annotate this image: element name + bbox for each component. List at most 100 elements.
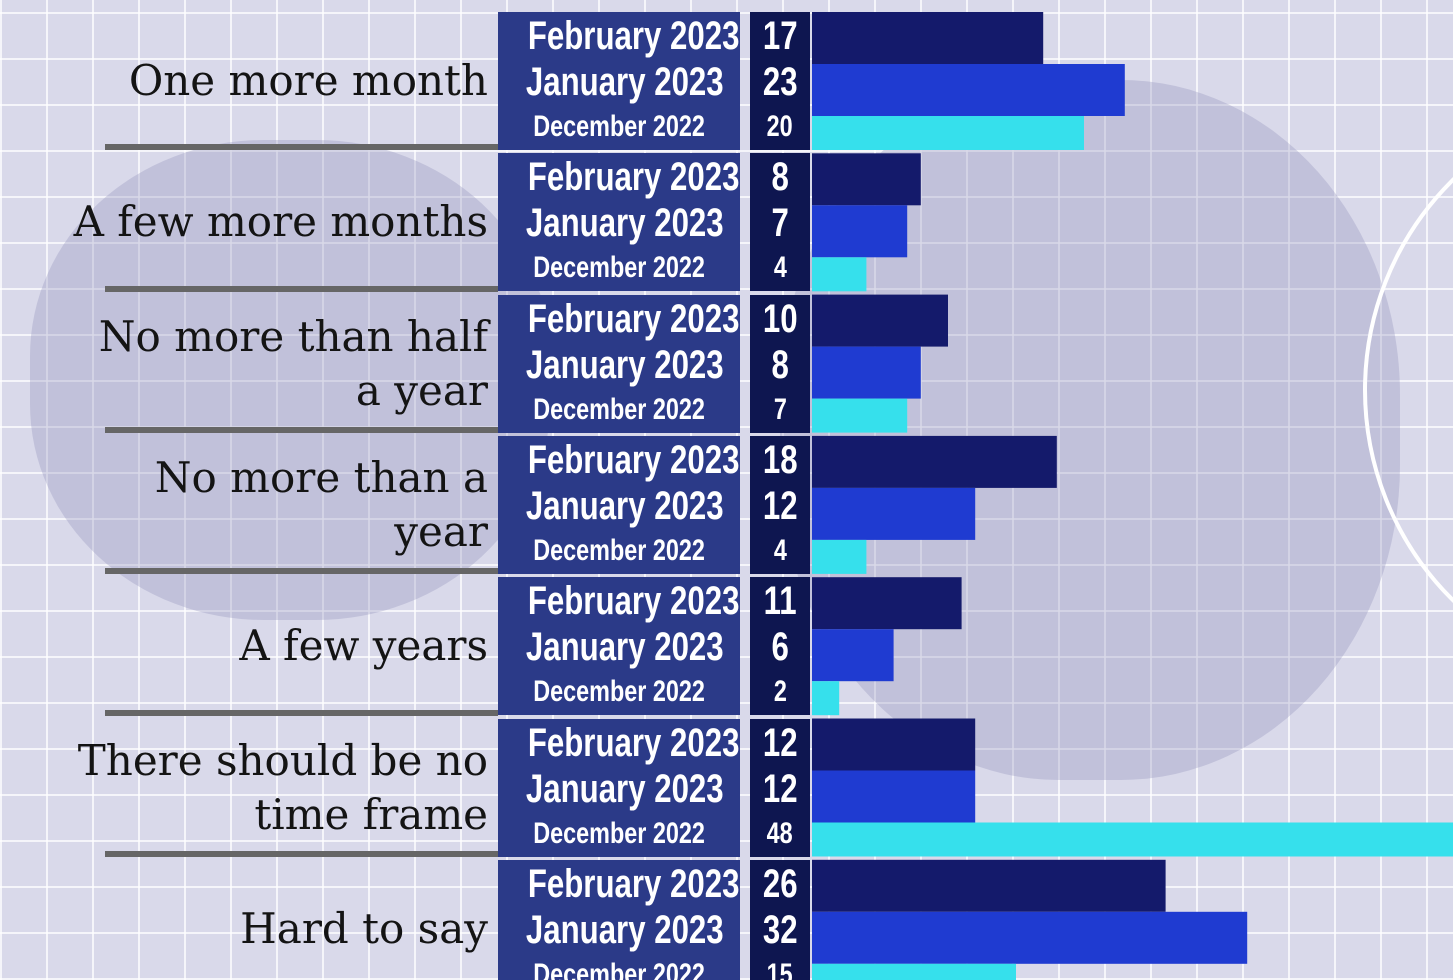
text: February 2023 — [527, 155, 740, 200]
bar — [812, 629, 894, 682]
text: 4 — [773, 533, 787, 567]
category-label: No more than half a year — [10, 295, 488, 433]
value-box: 26 32 15 — [750, 859, 810, 980]
text: 12 — [762, 766, 798, 811]
text: December 2022 — [533, 251, 705, 285]
text: 18 — [762, 437, 798, 482]
category-text: No more than half a year — [98, 311, 488, 415]
series-label: January 2023 — [498, 60, 740, 104]
bar — [812, 963, 1016, 980]
text: February 2023 — [527, 579, 740, 624]
bar — [812, 435, 1057, 488]
text: December 2022 — [533, 392, 705, 426]
series-label: January 2023 — [498, 484, 740, 528]
text: February 2023 — [527, 861, 740, 906]
text: 15 — [766, 957, 794, 980]
category-label: One more month — [10, 12, 488, 150]
value-box: 11 6 2 — [750, 577, 810, 716]
bar — [812, 718, 976, 771]
value-label: 2 — [750, 675, 810, 709]
series-label: February 2023 — [498, 14, 740, 58]
bar — [812, 116, 1084, 150]
series-label-box: February 2023 January 2023 December 2022 — [498, 577, 740, 716]
series-label: January 2023 — [498, 767, 740, 811]
category-label: Hard to say — [10, 860, 488, 980]
separator — [105, 144, 498, 151]
text: 2 — [773, 675, 787, 709]
text: 23 — [762, 60, 798, 104]
value-box: 12 12 48 — [750, 718, 810, 857]
series-label: February 2023 — [498, 862, 740, 906]
text: February 2023 — [527, 437, 740, 482]
category-text: No more than a year — [154, 452, 488, 556]
value-label: 12 — [750, 767, 810, 811]
value-label: 17 — [750, 14, 810, 58]
category-label: There should be no time frame — [10, 719, 488, 857]
bar — [812, 911, 1248, 964]
series-label-box: February 2023 January 2023 December 2022 — [498, 435, 740, 574]
category-label: No more than a year — [10, 436, 488, 574]
value-label: 32 — [750, 908, 810, 952]
text: 12 — [762, 483, 798, 528]
bar — [812, 539, 867, 574]
value-label: 8 — [750, 343, 810, 387]
category-text: A few more months — [73, 197, 488, 247]
series-label: December 2022 — [498, 817, 740, 851]
text: January 2023 — [525, 907, 724, 952]
series-label: December 2022 — [498, 110, 740, 144]
text: December 2022 — [533, 957, 705, 980]
category-label: A few years — [10, 577, 488, 715]
series-label: January 2023 — [498, 625, 740, 669]
series-label-box: February 2023 January 2023 December 2022 — [498, 153, 740, 292]
decor-circle — [1363, 177, 1453, 603]
text: January 2023 — [525, 625, 724, 670]
text: 17 — [762, 14, 798, 58]
text: February 2023 — [527, 296, 740, 341]
text: February 2023 — [527, 720, 740, 765]
series-label: February 2023 — [498, 438, 740, 482]
text: December 2022 — [533, 110, 705, 143]
text: 12 — [762, 720, 798, 765]
bar — [812, 294, 948, 347]
series-label: February 2023 — [498, 579, 740, 623]
value-label: 20 — [750, 110, 810, 144]
value-label: 10 — [750, 297, 810, 341]
value-label: 23 — [750, 60, 810, 104]
text: 32 — [762, 907, 798, 952]
bar — [812, 487, 976, 540]
series-label: December 2022 — [498, 251, 740, 285]
text: 6 — [771, 625, 789, 670]
series-label: January 2023 — [498, 908, 740, 952]
bar — [812, 346, 921, 399]
text: 8 — [771, 155, 789, 200]
text: 11 — [763, 579, 797, 624]
text: December 2022 — [533, 675, 705, 709]
bar — [812, 205, 908, 258]
series-label: February 2023 — [498, 721, 740, 765]
category-text: A few years — [239, 621, 488, 671]
value-label: 48 — [750, 817, 810, 851]
bar — [812, 822, 1453, 857]
separator — [105, 850, 498, 857]
bar — [812, 398, 908, 433]
value-label: 12 — [750, 484, 810, 528]
series-label: December 2022 — [498, 958, 740, 980]
bar — [812, 577, 962, 630]
series-label: January 2023 — [498, 201, 740, 245]
value-label: 6 — [750, 625, 810, 669]
series-label-box: February 2023 January 2023 December 2022 — [498, 12, 740, 150]
separator — [105, 709, 498, 716]
separator — [105, 568, 498, 575]
text: February 2023 — [527, 14, 740, 58]
text: 10 — [762, 296, 798, 341]
text: 8 — [771, 342, 789, 387]
value-label: 15 — [750, 958, 810, 980]
text: January 2023 — [525, 766, 724, 811]
text: January 2023 — [525, 201, 724, 246]
value-label: 7 — [750, 201, 810, 245]
value-label: 4 — [750, 251, 810, 285]
bar — [812, 770, 976, 823]
series-label-box: February 2023 January 2023 December 2022 — [498, 718, 740, 857]
